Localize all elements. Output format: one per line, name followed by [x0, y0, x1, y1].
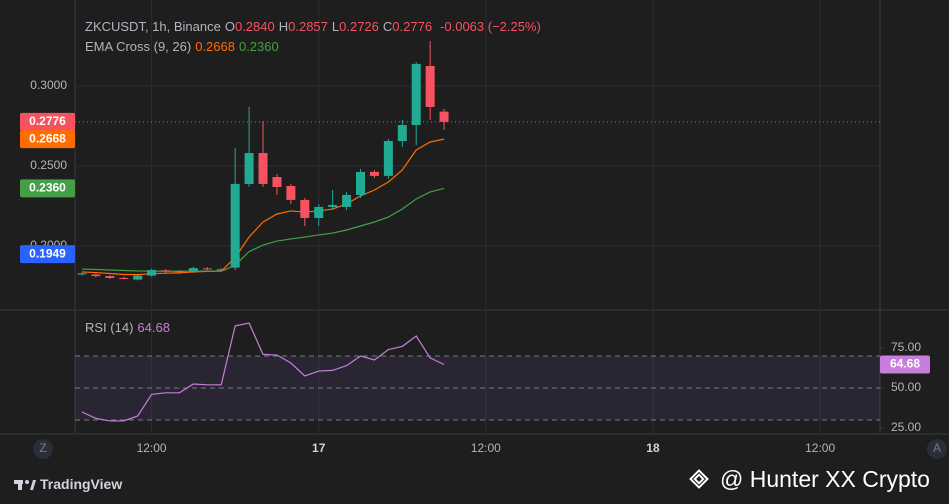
price-badge-label: 0.2668: [29, 131, 66, 145]
legend-key: C: [382, 19, 393, 34]
y-tick-label: 0.3000: [30, 78, 67, 92]
symbol: ZKCUSDT, 1h, Binance: [85, 19, 221, 34]
legend-value: 0.2726: [339, 19, 379, 34]
legend-value: 0.2857: [288, 19, 328, 34]
price-badge: [20, 112, 75, 131]
ema-value: 0.2360: [238, 39, 279, 54]
candle-body: [105, 276, 115, 278]
candle-body: [272, 177, 282, 187]
legend-key: H: [278, 19, 289, 34]
zoom-label: Z: [39, 441, 46, 455]
rsi-line: [81, 322, 445, 422]
candle-body: [397, 125, 407, 142]
candle-body: [230, 183, 240, 268]
candle-body: [342, 194, 352, 207]
candle-body: [425, 66, 435, 107]
candle-body: [411, 63, 421, 126]
candle-body: [244, 153, 254, 184]
candle-body: [147, 270, 157, 276]
rsi-legend-value: 64.68: [137, 320, 170, 335]
price-badge: [20, 130, 75, 149]
ema-value: 0.2668: [195, 39, 235, 54]
tradingview-logo: [14, 480, 36, 490]
candle-body: [77, 273, 87, 275]
x-tick-label: 18: [646, 441, 660, 455]
y-tick-label: 75.00: [891, 340, 921, 354]
price-badge-label: 0.1949: [29, 246, 66, 260]
change: -0.0063 (−2.25%): [440, 19, 541, 34]
candle-body: [383, 141, 393, 176]
ema-legend: EMA Cross (9, 26) 0.2668 0.2360: [85, 39, 287, 54]
legend-value: 0.2840: [234, 19, 275, 34]
x-tick-label: 12:00: [137, 441, 167, 455]
candle-body: [161, 270, 171, 272]
candle-body: [216, 269, 226, 271]
candle-body: [286, 186, 296, 200]
rsi-legend: RSI (14) 64.68: [85, 320, 178, 335]
candle-body: [91, 274, 101, 277]
brand: TradingView: [40, 476, 123, 492]
candle-body: [133, 275, 143, 280]
legend-key: O: [224, 19, 235, 34]
y-tick-label: 0.2500: [30, 158, 67, 172]
legend-key: L: [331, 19, 340, 34]
x-tick-label: 12:00: [805, 441, 835, 455]
candle-body: [119, 278, 129, 279]
candle-body: [188, 268, 198, 272]
candle-body: [258, 153, 268, 184]
rsi-badge: [880, 355, 930, 374]
price-badge: [20, 245, 75, 264]
candle-body: [300, 199, 310, 218]
auto-label: A: [933, 441, 941, 455]
x-tick-label: 12:00: [471, 441, 501, 455]
ema-values: 0.2668 0.2360: [195, 39, 283, 54]
candle-body: [174, 271, 184, 273]
ohlc-legend: ZKCUSDT, 1h, Binance O0.2840 H0.2857 L0.272…: [85, 19, 545, 34]
rsi-title: RSI (14): [85, 320, 134, 335]
indicator-title: EMA Cross (9, 26): [85, 39, 192, 54]
candle-body: [439, 111, 449, 122]
y-tick-label: 25.00: [891, 420, 921, 434]
rsi-badge-label: 64.68: [890, 357, 920, 371]
y-tick-label: 50.00: [891, 380, 921, 394]
price-badge-label: 0.2360: [29, 181, 66, 195]
binance-icon: [689, 469, 709, 489]
ema-line: [81, 138, 445, 276]
price-badge: [20, 179, 75, 198]
candle-body: [202, 268, 212, 270]
price-badge-label: 0.2776: [29, 114, 66, 128]
candle-body: [314, 206, 324, 218]
candle-body: [369, 171, 379, 176]
watermark: @ Hunter XX Crypto: [720, 466, 930, 492]
candle-body: [328, 205, 338, 207]
legend-value: 0.2776: [392, 19, 433, 34]
x-tick-label: 17: [312, 441, 326, 455]
ema-line: [81, 187, 445, 272]
zoom-button[interactable]: [33, 439, 53, 459]
candle-body: [356, 171, 366, 195]
auto-button[interactable]: [927, 439, 947, 459]
ohlc-values: O0.2840 H0.2857 L0.2726 C0.2776: [225, 19, 436, 34]
rsi-value: 64.68: [137, 320, 174, 335]
